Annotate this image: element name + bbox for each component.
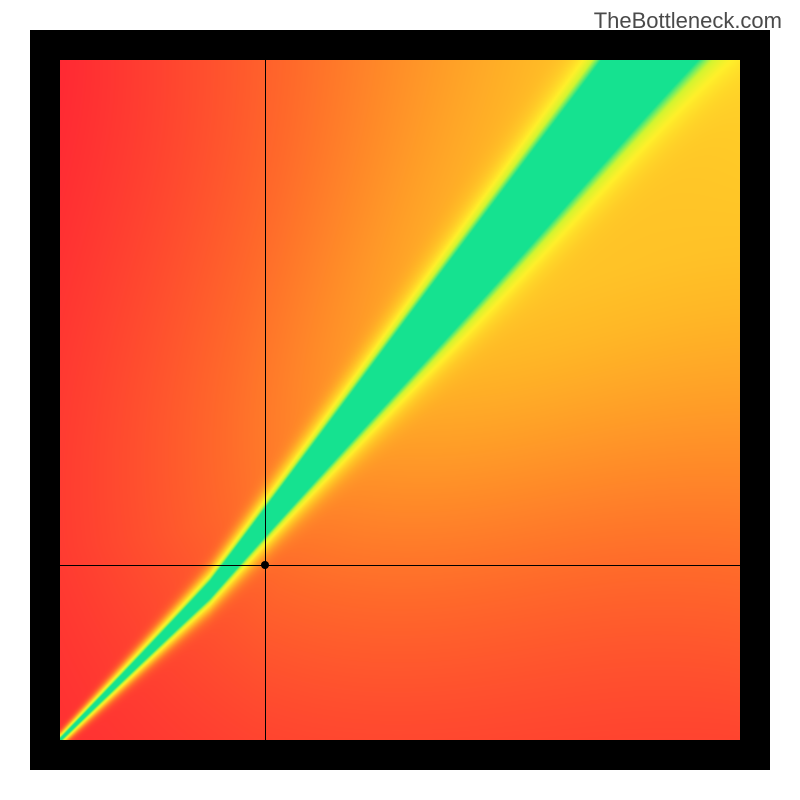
plot-frame (30, 30, 770, 770)
crosshair-horizontal (60, 565, 740, 566)
chart-container: TheBottleneck.com (0, 0, 800, 800)
marker-dot (261, 561, 269, 569)
crosshair-vertical (265, 60, 266, 740)
heatmap-canvas (60, 60, 740, 740)
watermark-text: TheBottleneck.com (594, 8, 782, 34)
